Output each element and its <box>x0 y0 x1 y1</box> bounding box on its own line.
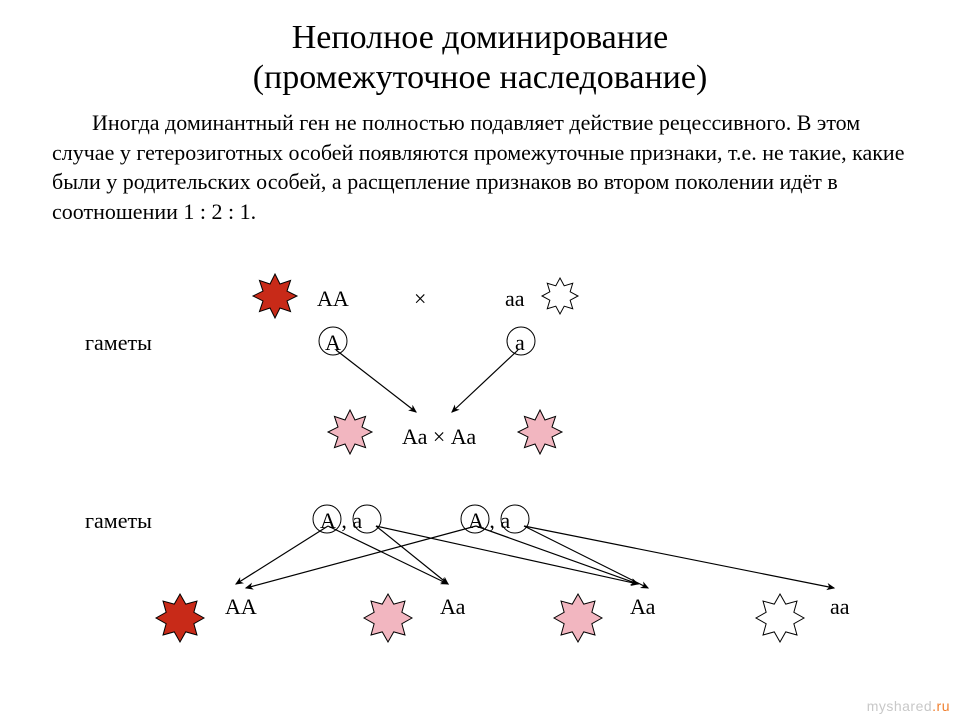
gamete-A-label: А <box>325 330 341 356</box>
arrow-f1g-to-f2-0 <box>236 526 328 584</box>
f2-white-star-icon <box>756 594 804 642</box>
parent-aa-label: аа <box>505 286 525 312</box>
f1-gametes-right: А , а <box>468 508 510 534</box>
f1-pink-star-left-icon <box>328 410 372 454</box>
arrow-p-to-f1-0 <box>336 350 416 412</box>
arrow-f1g-to-f2-2 <box>376 526 448 584</box>
f2-AA-label: АА <box>225 594 257 620</box>
intro-paragraph: Иногда доминантный ген не полностью пода… <box>52 108 912 227</box>
arrow-f1g-to-f2-3 <box>376 526 638 584</box>
f2-red-star-icon <box>156 594 204 642</box>
f2-pink-star2-icon <box>554 594 602 642</box>
arrow-f1g-to-f2-4 <box>246 526 476 588</box>
f2-Aa2-label: Аа <box>630 594 655 620</box>
arrow-p-to-f1-1 <box>452 350 518 412</box>
parent-red-star-icon <box>253 274 297 318</box>
arrow-f1g-to-f2-6 <box>524 526 648 588</box>
arrow-f1g-to-f2-5 <box>476 526 638 584</box>
arrow-f1g-to-f2-7 <box>524 526 834 588</box>
f1-cross-label: Аа × Аа <box>402 424 476 450</box>
parent-white-star-icon <box>542 278 578 314</box>
f2-pink-star1-icon <box>364 594 412 642</box>
title-line2: (промежуточное наследование) <box>0 58 960 99</box>
cross-symbol: × <box>414 286 426 312</box>
f2-aa-label: аа <box>830 594 850 620</box>
title-line1: Неполное доминирование <box>0 18 960 59</box>
watermark: myshared.ru <box>867 698 950 714</box>
f2-Aa1-label: Аа <box>440 594 465 620</box>
gametes-label-1: гаметы <box>85 330 152 356</box>
gamete-a-label: а <box>515 330 525 356</box>
f1-gametes-left: А , а <box>320 508 362 534</box>
parent-AA-label: АА <box>317 286 349 312</box>
arrow-f1g-to-f2-1 <box>328 526 448 584</box>
gametes-label-2: гаметы <box>85 508 152 534</box>
f1-pink-star-right-icon <box>518 410 562 454</box>
